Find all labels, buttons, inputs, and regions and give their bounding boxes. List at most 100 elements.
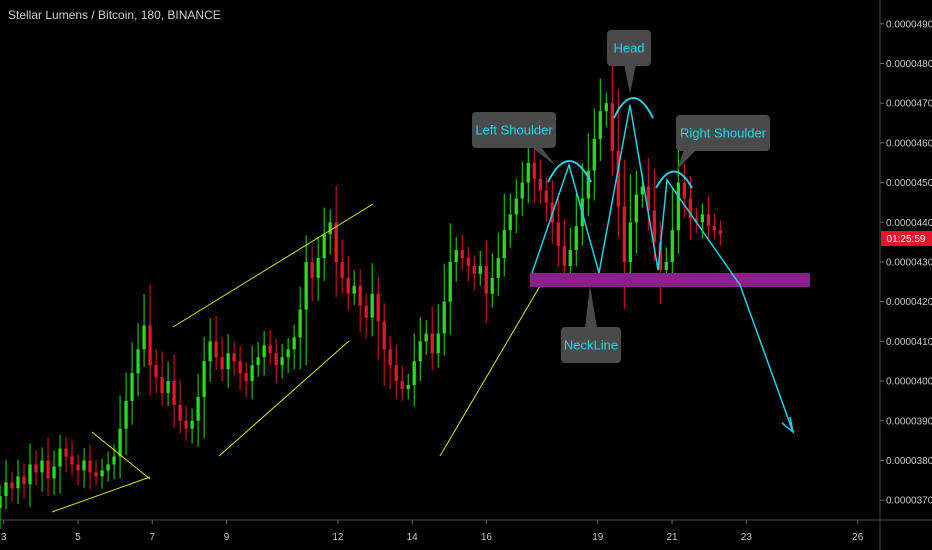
neckline-zone: [530, 273, 810, 287]
candle-body: [652, 210, 656, 243]
candle-body: [682, 182, 686, 199]
candle-body: [46, 460, 50, 479]
candle-body: [622, 206, 626, 262]
candle-body: [328, 222, 332, 235]
candle-body: [388, 349, 392, 366]
head-callout: Head: [607, 30, 651, 94]
candle-body: [430, 333, 434, 354]
x-tick-label: 23: [741, 532, 753, 543]
right-shoulder-callout: Right Shoulder: [676, 115, 770, 170]
candle-body: [196, 396, 200, 421]
callout-label: Head: [613, 41, 644, 56]
candle-body: [268, 345, 272, 354]
neckline-callout: NeckLine: [561, 285, 621, 363]
candle-body: [628, 222, 632, 262]
candle-body: [106, 464, 110, 471]
candle-body: [52, 466, 56, 479]
price-tag-label: 01:25:59: [887, 234, 926, 245]
candle-body: [358, 285, 362, 306]
candle-body: [340, 261, 344, 278]
arrow-head-icon: [781, 416, 795, 434]
candle-body: [256, 357, 260, 366]
candle-body: [658, 242, 662, 270]
callout-box: [676, 115, 770, 151]
time-axis[interactable]: 3 5 7 9 12 14 16 19 21 23 26: [0, 519, 932, 543]
candle-body: [370, 293, 374, 318]
candle-body: [478, 265, 482, 274]
drawings: [51, 97, 810, 513]
candles: [0, 45, 722, 530]
channel-lower-line: [218, 340, 350, 457]
candle-body: [292, 337, 296, 350]
callout-box: [561, 327, 621, 363]
candle-body: [472, 265, 476, 274]
candle-body: [394, 365, 398, 382]
candle-body: [118, 428, 122, 457]
candle-body: [574, 226, 578, 251]
candle-body: [670, 230, 674, 262]
candle-body: [304, 261, 308, 310]
callouts: Left Shoulder Head Right Shoulder NeckLine: [472, 30, 770, 363]
candle-body: [502, 230, 506, 259]
candle-body: [298, 309, 302, 338]
candle-body: [4, 482, 8, 497]
candle-body: [136, 349, 140, 374]
candle-body: [124, 400, 128, 429]
left-shoulder-arc: [547, 160, 592, 183]
candle-body: [22, 476, 26, 485]
candle-body: [634, 194, 638, 223]
candle-body: [226, 353, 230, 370]
candle-body: [0, 496, 2, 509]
candle-body: [676, 182, 680, 231]
head-arc: [613, 97, 654, 119]
candle-body: [160, 377, 164, 393]
x-tick-label: 12: [332, 532, 344, 543]
candle-body: [64, 448, 68, 457]
x-tick-label: 3: [1, 532, 7, 543]
candle-body: [10, 482, 14, 489]
candle-body: [598, 111, 602, 139]
callout-tail: [530, 146, 556, 166]
candle-body: [382, 321, 386, 350]
candle-body: [346, 277, 350, 294]
candle-body: [202, 361, 206, 397]
candle-body: [412, 361, 416, 386]
x-tick-label: 7: [149, 532, 155, 543]
pattern-path: [531, 104, 794, 433]
candle-body: [640, 186, 644, 195]
candle-body: [604, 103, 608, 112]
candle-body: [586, 170, 590, 199]
candle-body: [76, 464, 80, 471]
candle-body: [190, 420, 194, 429]
candle-body: [112, 456, 116, 465]
candle-body: [322, 234, 326, 259]
candle-body: [508, 214, 512, 231]
candle-body: [436, 333, 440, 354]
x-tick-label: 5: [75, 532, 81, 543]
candle-body: [706, 214, 710, 227]
x-tick-label: 16: [481, 532, 493, 543]
candle-body: [526, 162, 530, 183]
callout-label: Right Shoulder: [680, 126, 767, 141]
candle-body: [694, 218, 698, 223]
candle-body: [400, 381, 404, 390]
candle-body: [208, 341, 212, 362]
rising-support-line: [439, 285, 541, 457]
price-tag-box: [881, 231, 932, 246]
candle-body: [310, 261, 314, 278]
candle-body: [448, 261, 452, 302]
candle-body: [238, 361, 242, 374]
candle-body: [58, 448, 62, 467]
